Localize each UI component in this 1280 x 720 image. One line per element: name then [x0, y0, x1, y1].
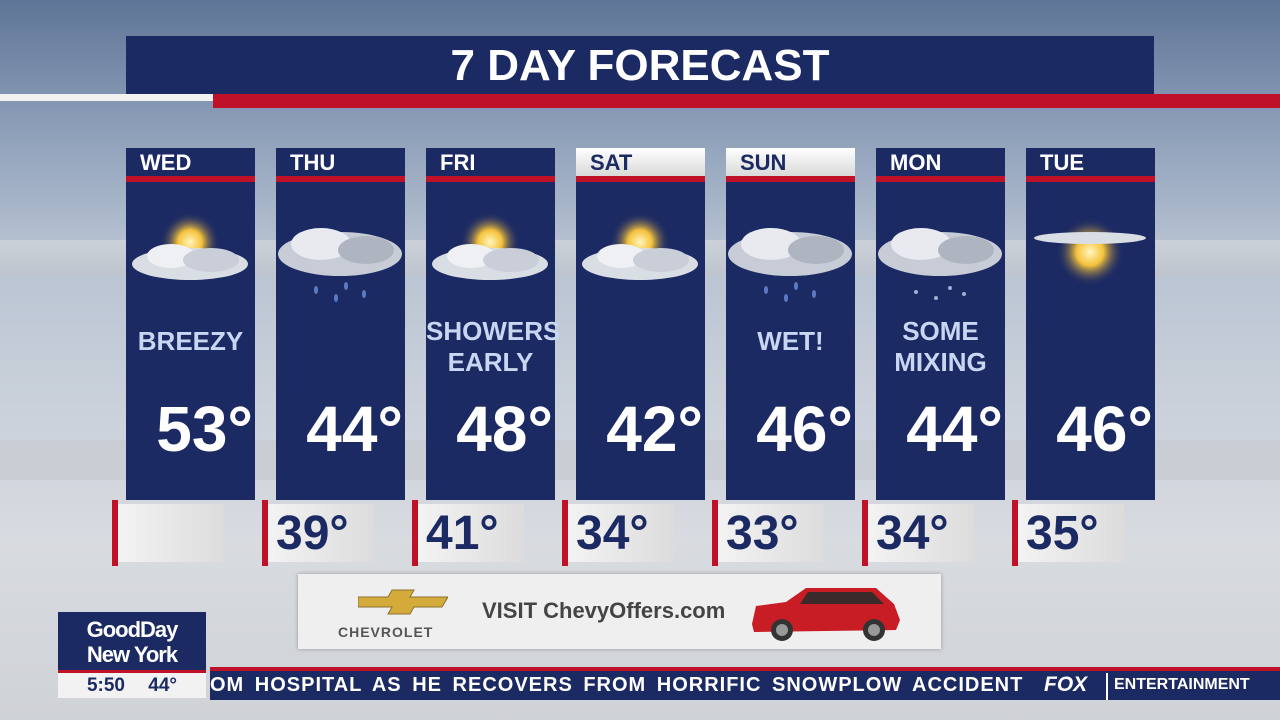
ticker-text: OM HOSPITAL AS HE RECOVERS FROM HORRIFIC… [210, 674, 1024, 696]
divider [58, 670, 206, 673]
day-panel: SHOWERS EARLY 48° [426, 182, 561, 500]
condition-text: WET! [726, 326, 855, 357]
chevrolet-bowtie-logo [358, 589, 448, 615]
low-temp: 35° [1018, 504, 1124, 562]
low-temp-box: 34° [862, 500, 974, 566]
low-temp-marker [712, 500, 718, 566]
high-temp: 42° [606, 393, 703, 465]
condition-text: SOME MIXING [876, 316, 1005, 378]
partly-sunny-icon [582, 212, 698, 280]
divider [0, 94, 213, 101]
condition-text: BREEZY [126, 326, 255, 357]
low-temp-box [112, 500, 224, 566]
day-panel: 44° [276, 182, 405, 500]
divider [276, 176, 405, 182]
condition-line: SOME [902, 316, 979, 346]
low-temp-marker [262, 500, 268, 566]
divider [876, 176, 1005, 182]
day-column: SUN WET! 46° [726, 148, 855, 500]
car-image [752, 588, 900, 641]
day-panel: 46° [1026, 182, 1155, 500]
day-label: SUN [726, 148, 855, 176]
day-label: TUE [1026, 148, 1155, 176]
low-temp-box: 33° [712, 500, 824, 566]
fox-logo: FOX [1044, 673, 1088, 696]
day-label: WED [126, 148, 255, 176]
day-column: MON SOME MIXING 44° [876, 148, 1005, 500]
day-column: SAT 42° [576, 148, 705, 500]
low-temp-marker [112, 500, 118, 566]
low-temp-marker [862, 500, 868, 566]
divider [1106, 673, 1108, 700]
mixed-precip-cloud-icon [878, 228, 1002, 300]
rain-cloud-icon [728, 228, 852, 302]
divider [576, 176, 705, 182]
low-temp: 41° [418, 504, 524, 562]
partly-sunny-icon [132, 212, 248, 280]
divider [213, 94, 1280, 108]
partly-sunny-icon [432, 212, 548, 280]
low-temp: 33° [718, 504, 824, 562]
low-temp-box: 34° [562, 500, 674, 566]
show-logo-line: GoodDay [86, 617, 179, 642]
condition-line: BREEZY [137, 326, 244, 356]
high-temp: 53° [156, 393, 253, 465]
page-title: 7 DAY FORECAST [126, 36, 1154, 94]
day-column: THU 44° [276, 148, 405, 500]
time-temp: 5:50 44° [58, 673, 206, 698]
current-temp: 44° [148, 675, 178, 696]
ad-brand: CHEVROLET [338, 624, 434, 640]
clock-time: 5:50 [86, 675, 125, 696]
high-temp: 44° [306, 393, 403, 465]
high-temp: 46° [756, 393, 853, 465]
day-column: WED BREEZY 53° [126, 148, 255, 500]
divider [126, 176, 255, 182]
divider [426, 176, 555, 182]
low-temp-marker [412, 500, 418, 566]
day-label: FRI [426, 148, 555, 176]
show-logo-line: New York [86, 642, 178, 667]
day-panel: WET! 46° [726, 182, 855, 500]
ad-text: VISIT ChevyOffers.com [482, 598, 726, 623]
condition-text: SHOWERS EARLY [426, 316, 561, 378]
low-temp-box: 35° [1012, 500, 1124, 566]
high-temp: 46° [1056, 393, 1153, 465]
low-temp-marker [562, 500, 568, 566]
divider [1026, 176, 1155, 182]
day-panel: BREEZY 53° [126, 182, 255, 500]
news-ticker: OM HOSPITAL AS HE RECOVERS FROM HORRIFIC… [210, 667, 1280, 700]
condition-line: WET! [757, 326, 824, 356]
high-temp: 48° [456, 393, 553, 465]
low-temp [118, 504, 224, 562]
low-temp-box: 39° [262, 500, 374, 566]
condition-line: SHOWERS [426, 316, 561, 346]
day-label: THU [276, 148, 405, 176]
rain-cloud-icon [278, 228, 402, 302]
ticker-section: ENTERTAINMENT [1114, 676, 1250, 693]
low-temp: 39° [268, 504, 374, 562]
sunny-icon [1034, 218, 1146, 286]
day-panel: SOME MIXING 44° [876, 182, 1005, 500]
day-label: MON [876, 148, 1005, 176]
divider [726, 176, 855, 182]
condition-line: MIXING [894, 347, 987, 377]
day-column: TUE 46° [1026, 148, 1155, 500]
show-logo: GoodDay New York [58, 612, 206, 670]
low-temp-box: 41° [412, 500, 524, 566]
day-panel: 42° [576, 182, 705, 500]
high-temp: 44° [906, 393, 1003, 465]
low-temp: 34° [868, 504, 974, 562]
day-column: FRI SHOWERS EARLY 48° [426, 148, 561, 500]
day-label: SAT [576, 148, 705, 176]
chevy-ad-banner[interactable]: CHEVROLET VISIT ChevyOffers.com [298, 574, 941, 649]
low-temp: 34° [568, 504, 674, 562]
low-temp-marker [1012, 500, 1018, 566]
condition-line: EARLY [447, 347, 534, 377]
